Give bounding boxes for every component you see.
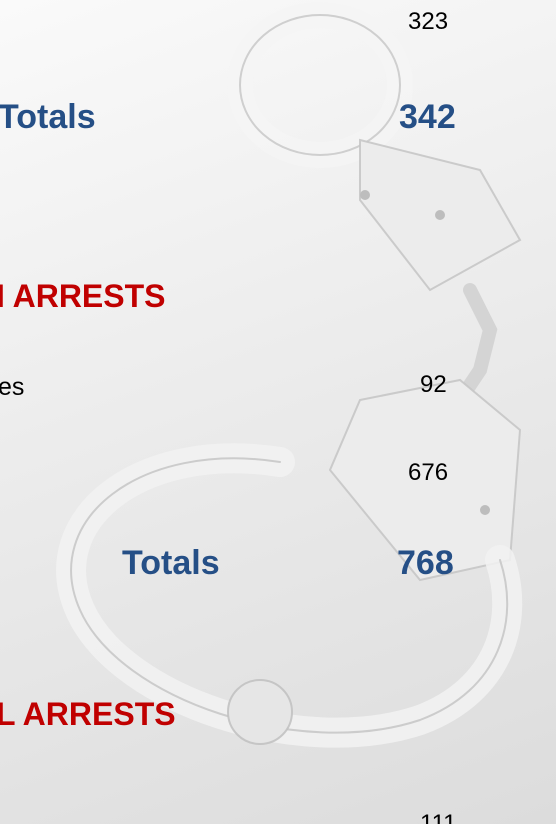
totals-value: 342 <box>399 100 456 134</box>
slide: 323 Totals 342 I ARRESTS es 92 676 Total… <box>0 0 556 824</box>
value: 111 <box>420 812 456 824</box>
value: 323 <box>408 10 448 34</box>
totals-value: 768 <box>397 546 454 580</box>
totals-label: Totals <box>122 546 220 580</box>
row-value: 676 <box>408 461 448 485</box>
row-value: 92 <box>420 373 447 397</box>
row-label: es <box>0 375 24 400</box>
section-heading: I ARRESTS <box>0 280 166 312</box>
totals-label: Totals <box>0 100 96 134</box>
section-heading: L ARRESTS <box>0 698 176 730</box>
